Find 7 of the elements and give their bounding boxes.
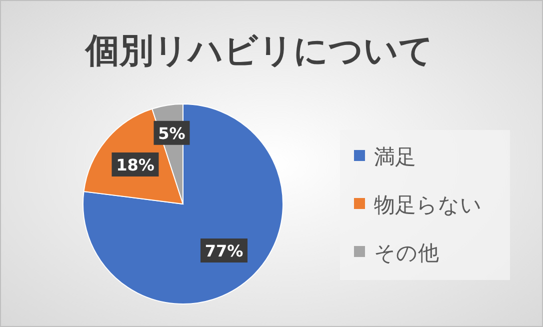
data-label: 77% bbox=[204, 242, 244, 261]
legend-label: 物足らない bbox=[374, 193, 482, 217]
legend-label: その他 bbox=[374, 241, 439, 265]
slice-label: 満足 bbox=[374, 145, 416, 169]
data-label: 18% bbox=[116, 155, 154, 174]
chart-title: 個別リハビリについて bbox=[84, 31, 434, 71]
data-label: 5% bbox=[158, 124, 186, 143]
